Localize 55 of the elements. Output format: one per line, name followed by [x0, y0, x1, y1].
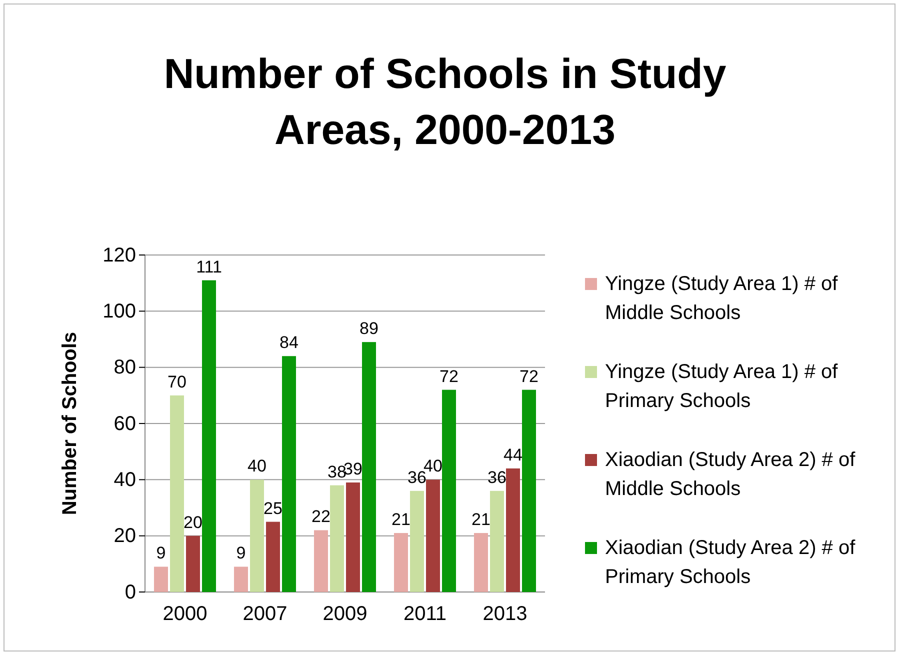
data-label: 70 — [168, 372, 186, 392]
data-label: 44 — [504, 445, 522, 464]
bar — [474, 533, 488, 592]
bar — [234, 566, 248, 592]
legend-label: Xiaodian (Study Area 2) # of Primary Schools — [605, 537, 856, 588]
bar — [282, 356, 296, 592]
bar — [410, 490, 424, 592]
y-tick-label: 80 — [114, 356, 136, 379]
data-label: 21 — [392, 510, 410, 530]
data-label: 25 — [264, 498, 282, 518]
data-label: 84 — [280, 333, 298, 352]
data-label: 40 — [248, 456, 266, 476]
legend-label: Yingze (Study Area 1) # of Middle Schools — [605, 273, 838, 324]
data-label: 21 — [472, 510, 490, 530]
data-label: 20 — [184, 512, 202, 532]
y-tick-label: 0 — [124, 581, 136, 604]
bar — [154, 566, 168, 592]
bar — [506, 468, 520, 592]
y-axis-title: Number of Schools — [59, 332, 81, 516]
bar — [330, 485, 344, 592]
y-tick-label: 20 — [114, 525, 136, 548]
bar — [426, 480, 440, 592]
bar — [250, 480, 264, 592]
bar — [394, 533, 408, 592]
data-label: 72 — [520, 366, 538, 386]
x-tick-label: 2009 — [322, 603, 368, 626]
data-label: 9 — [156, 544, 166, 563]
legend-label: Xiaodian (Study Area 2) # of Middle Schools — [605, 449, 856, 500]
data-label: 72 — [440, 366, 458, 386]
y-tick-label: 60 — [114, 412, 136, 435]
x-tick-label: 2011 — [403, 603, 447, 626]
bar — [186, 536, 200, 592]
data-label: 36 — [488, 468, 506, 487]
data-label: 22 — [312, 507, 330, 526]
bar — [266, 522, 280, 592]
data-label: 111 — [196, 257, 222, 276]
legend-label: Yingze (Study Area 1) # of Primary Schools — [605, 361, 838, 412]
y-tick-label: 100 — [102, 300, 136, 323]
bar — [314, 530, 328, 592]
data-label: 36 — [408, 468, 426, 487]
bar — [522, 390, 536, 592]
data-label: 9 — [236, 544, 246, 563]
bar — [362, 342, 376, 592]
bar — [442, 390, 456, 592]
chart-title: Number of Schools in Study Areas, 2000-2013 — [164, 50, 727, 153]
data-label: 89 — [360, 319, 378, 338]
x-tick-label: 2007 — [242, 603, 288, 626]
bar — [346, 482, 360, 592]
x-tick-label: 2000 — [162, 603, 208, 626]
y-tick-label: 40 — [114, 469, 136, 492]
bar — [202, 280, 216, 592]
x-tick-label: 2013 — [482, 603, 528, 626]
bar — [490, 490, 504, 592]
y-tick-label: 120 — [102, 244, 136, 266]
bar — [170, 395, 184, 592]
